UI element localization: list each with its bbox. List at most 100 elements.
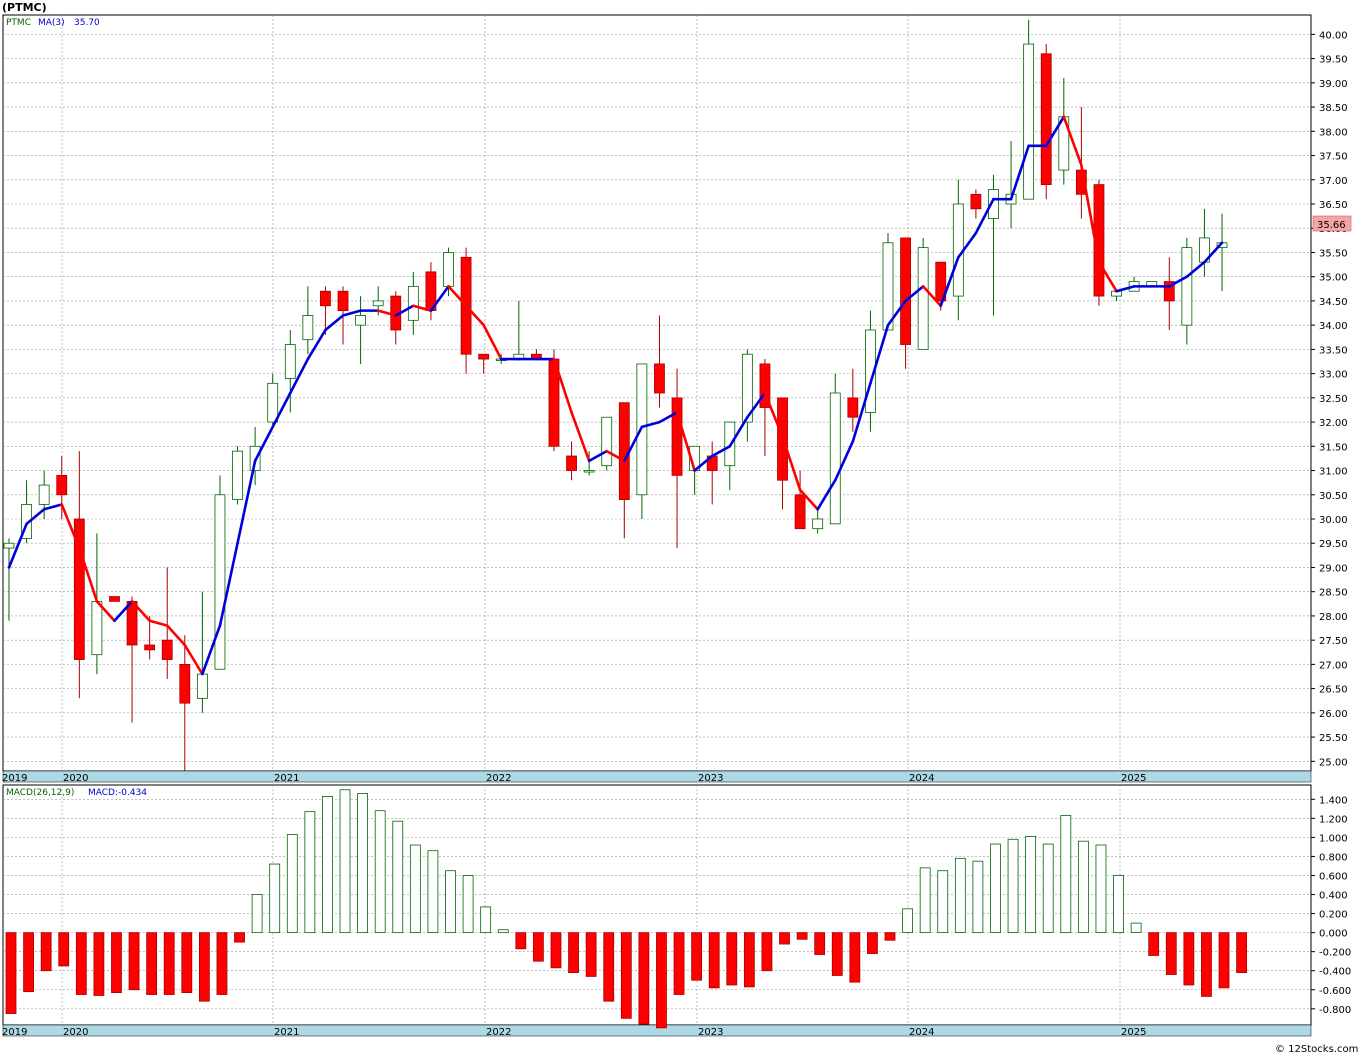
price-tick-label: 36.50 xyxy=(1319,200,1348,211)
candle-body xyxy=(882,242,894,331)
macd-bar xyxy=(533,932,544,962)
legend-ma-value: 35.70 xyxy=(74,18,100,28)
macd-bar xyxy=(796,932,808,940)
macd-bar xyxy=(392,820,404,934)
candle-body xyxy=(161,639,173,660)
macd-tick-label: 0.000 xyxy=(1319,929,1348,940)
ma-segment xyxy=(7,522,28,569)
price-tick-label: 25.00 xyxy=(1319,757,1348,768)
price-tick-label: 38.50 xyxy=(1319,103,1348,114)
macd-bar xyxy=(427,850,439,934)
macd-bar xyxy=(919,867,931,934)
macd-bar xyxy=(638,932,650,1025)
macd-date-label: 2025 xyxy=(1121,1027,1146,1038)
macd-bar xyxy=(1148,932,1160,956)
candle-body xyxy=(1023,43,1035,200)
macd-bar xyxy=(656,932,667,1029)
last-price-tag: 35.66 xyxy=(1317,220,1346,231)
candle-body xyxy=(952,203,964,297)
candle-body xyxy=(355,315,367,326)
macd-bar xyxy=(40,932,52,972)
ma-segment xyxy=(658,411,679,424)
ma-segment xyxy=(429,285,450,312)
price-tick-label: 26.00 xyxy=(1319,709,1348,720)
ma-segment xyxy=(622,425,644,463)
ma-segment xyxy=(833,440,855,482)
macd-bar xyxy=(568,932,579,974)
price-tick-label: 27.00 xyxy=(1319,660,1348,671)
ma-segment xyxy=(130,600,151,623)
ma-segment xyxy=(1167,275,1189,288)
ma-segment xyxy=(288,357,310,395)
date-labels: 2019 2019 2020 2020 2021 2021 2022 2022 2023 2023… xyxy=(2,773,1146,1038)
price-tick-label: 32.50 xyxy=(1319,394,1348,405)
macd-bar xyxy=(304,811,316,934)
ma-segment xyxy=(113,600,134,623)
price-tick-label: 38.00 xyxy=(1319,127,1348,138)
ma-segment xyxy=(236,459,257,545)
macd-bar xyxy=(269,863,281,934)
ma-segment xyxy=(253,425,275,463)
candle-body xyxy=(935,261,947,302)
date-label: 2019 xyxy=(2,773,27,784)
ticker-title: (PTMC) xyxy=(2,1,47,14)
macd-tick-label: 1.000 xyxy=(1319,833,1348,844)
candle-body xyxy=(337,290,349,312)
price-y-axis: 25.00 25.50 26.00 26.50 27.00 27.50 28.00 28.50… xyxy=(1311,30,1348,768)
macd-y-axis: 1.400 1.200 1.000 0.800 0.600 0.400 0.200 0.000… xyxy=(1311,795,1351,1016)
ma-segment xyxy=(306,328,327,361)
ma-segment xyxy=(1185,260,1206,278)
macd-bar xyxy=(937,870,949,934)
macd-bar xyxy=(58,932,70,967)
macd-bar xyxy=(1113,875,1124,934)
ma-segment xyxy=(851,382,872,443)
macd-bar xyxy=(1095,844,1107,934)
ma-segment xyxy=(904,285,925,303)
legend-ma-label: MA(3) xyxy=(38,18,65,28)
ma-segment xyxy=(552,357,573,414)
price-date-axis-band xyxy=(2,770,1312,783)
legend-symbol: PTMC xyxy=(6,18,31,28)
macd-bar xyxy=(198,932,210,1002)
ma-segment xyxy=(728,415,749,448)
candle-body xyxy=(759,363,771,408)
candle-body xyxy=(618,402,630,501)
macd-bar xyxy=(708,932,720,989)
candle-body xyxy=(56,474,68,496)
ma-segment xyxy=(1062,115,1083,167)
macd-bar xyxy=(603,932,615,1002)
ma-segment xyxy=(412,304,433,312)
macd-bar xyxy=(357,793,369,934)
ma-segment xyxy=(201,624,222,676)
macd-bar xyxy=(181,932,193,994)
ma-segment xyxy=(148,619,169,627)
macd-bar xyxy=(849,932,861,983)
macd-bar xyxy=(743,932,755,988)
macd-bar xyxy=(1007,838,1019,934)
candle-body xyxy=(478,353,490,360)
ma-segment xyxy=(42,503,64,511)
price-tick-label: 31.50 xyxy=(1319,442,1348,453)
ma-segment xyxy=(218,541,239,627)
macd-bar xyxy=(23,932,34,993)
macd-bar xyxy=(1218,932,1230,989)
macd-bar xyxy=(726,932,738,986)
price-tick-label: 37.50 xyxy=(1319,152,1348,163)
macd-bar xyxy=(322,796,333,934)
ma-segment xyxy=(25,508,46,526)
ma-segment xyxy=(693,454,714,472)
candle-body xyxy=(407,285,419,321)
macd-bar xyxy=(5,932,17,1014)
ma-segment xyxy=(939,256,960,308)
candle-body xyxy=(320,290,331,307)
ma-segment xyxy=(974,197,995,235)
macd-bar xyxy=(673,932,685,995)
macd-tick-label: 1.200 xyxy=(1319,814,1348,825)
ma-segment xyxy=(746,391,767,419)
macd-bar xyxy=(1183,932,1195,986)
macd-bar xyxy=(216,932,228,995)
price-tick-label: 33.50 xyxy=(1319,345,1348,356)
price-tick-label: 27.50 xyxy=(1319,636,1348,647)
